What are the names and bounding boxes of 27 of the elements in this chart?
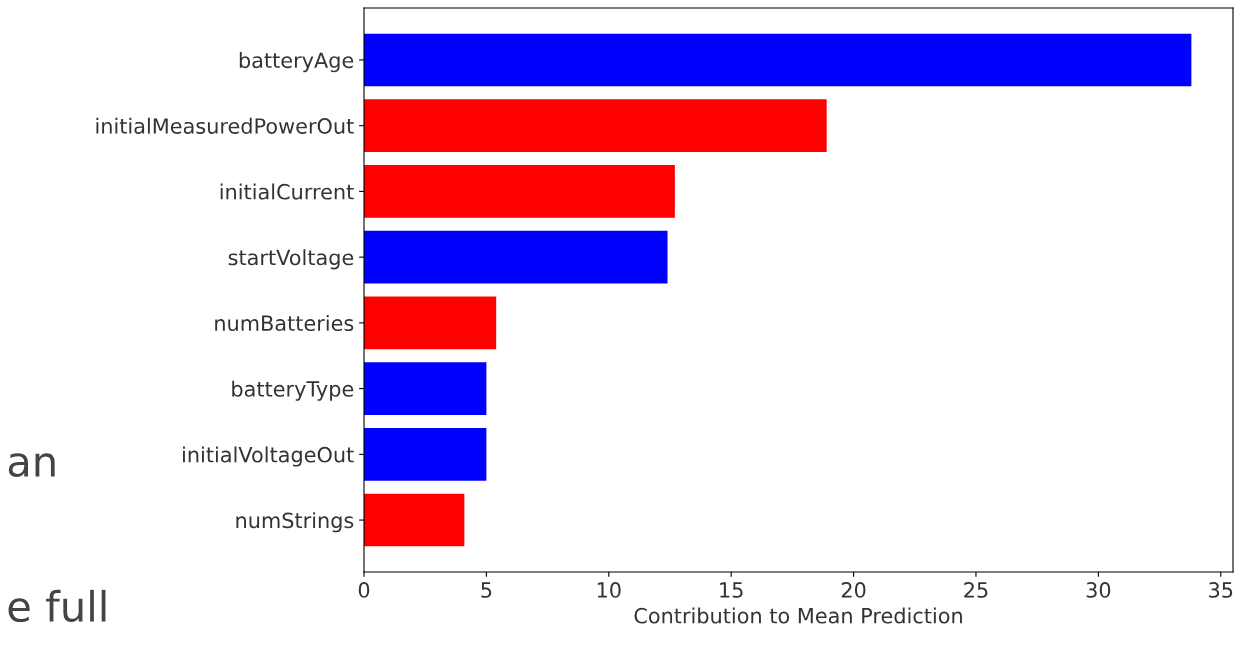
- bar: [364, 165, 675, 218]
- x-tick-label: 15: [720, 582, 743, 598]
- y-tick-label: batteryAge: [239, 52, 354, 73]
- text: an: [8, 453, 55, 478]
- y-tick-label: initialVoltageOut: [183, 446, 354, 467]
- x-axis-title: Contribution to Mean Prediction: [634, 607, 962, 624]
- text: e full: [8, 589, 106, 623]
- x-tick-label: 0: [358, 582, 370, 598]
- x-tick-label: 35: [1209, 582, 1233, 598]
- bar: [364, 99, 827, 152]
- y-tick-label: numBatteries: [215, 314, 354, 332]
- x-tick-label: 25: [964, 582, 988, 598]
- bar: [364, 362, 487, 415]
- bar: [364, 230, 668, 284]
- bar: [364, 428, 487, 481]
- x-tick-label: 30: [1086, 582, 1111, 598]
- bar: [364, 493, 465, 547]
- bar: [364, 296, 497, 350]
- x-tick-label: 10: [597, 582, 621, 598]
- bar: [364, 33, 1192, 87]
- y-tick-label: batteryType: [232, 380, 354, 401]
- y-tick-label: initialCurrent: [220, 183, 354, 200]
- y-tick-label: numStrings: [236, 512, 354, 533]
- y-tick-label: initialMeasuredPowerOut: [96, 117, 354, 134]
- x-tick-label: 5: [481, 582, 492, 598]
- x-tick-label: 20: [841, 582, 866, 598]
- y-tick-label: startVoltage: [228, 249, 354, 270]
